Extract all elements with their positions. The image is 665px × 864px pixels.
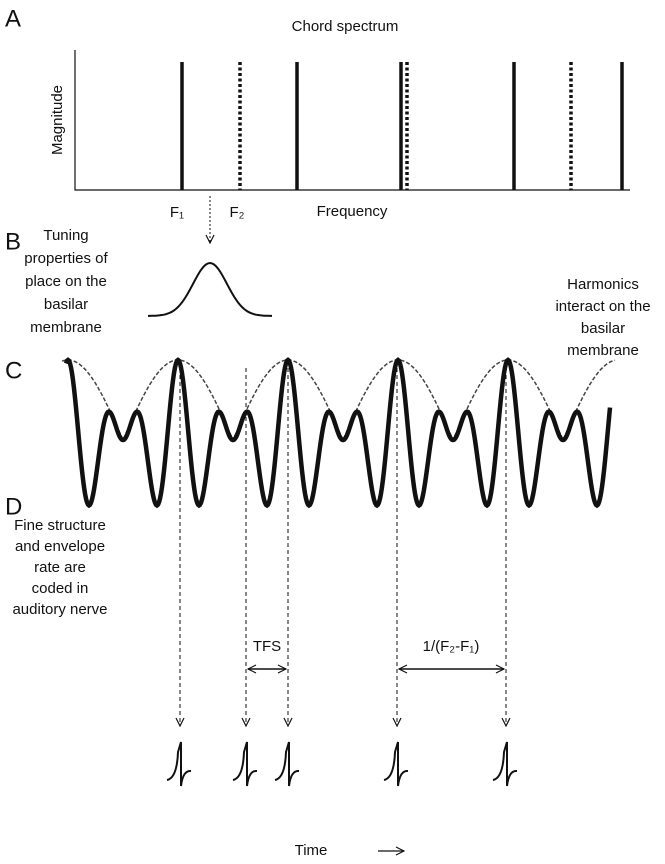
spectrum-lines (180, 62, 624, 190)
time-label: Time (295, 842, 328, 859)
spike (166, 741, 192, 787)
envelope (61, 359, 616, 442)
text-line: Harmonics (567, 276, 639, 293)
coding-text: Fine structure and envelope rate are coded … (12, 517, 107, 618)
text-line: basilar (44, 296, 88, 313)
text-line: and envelope (15, 538, 105, 555)
text-line: place on the (25, 273, 107, 290)
x-label: Frequency (317, 203, 388, 220)
waveform (63, 357, 613, 509)
text-line: coded in (32, 580, 89, 597)
panel-label: D (5, 493, 22, 520)
f1-label: F₁ (170, 204, 184, 221)
f2-label: F₂ (230, 204, 245, 221)
harmonics-text: Harmonics interact on the basilar membrane (555, 276, 650, 359)
spike (274, 741, 300, 787)
y-label: Magnitude (49, 85, 66, 155)
axes (74, 50, 630, 191)
spike-arrows (166, 368, 518, 787)
tfs-label: TFS (253, 638, 281, 655)
text-line: membrane (567, 342, 639, 359)
tuning-curve (148, 261, 272, 317)
spike (492, 741, 518, 787)
panel-label: C (5, 357, 22, 384)
spectrum-dotted-lines (238, 62, 573, 190)
text-line: interact on the (555, 298, 650, 315)
text-line: basilar (581, 320, 625, 337)
envelope-label: 1/(F₂-F₁) (423, 638, 480, 655)
spike (232, 741, 258, 787)
text-line: Fine structure (14, 517, 106, 534)
panel-label: A (5, 5, 21, 32)
panel-label: B (5, 228, 21, 255)
text-line: auditory nerve (12, 601, 107, 618)
spike (383, 741, 409, 787)
text-line: properties of (24, 250, 108, 267)
text-line: membrane (30, 319, 102, 336)
tuning-text: Tuning properties of place on the basilar me… (24, 227, 108, 336)
text-line: rate are (34, 559, 86, 576)
text-line: Tuning (43, 227, 88, 244)
spectrum-title: Chord spectrum (292, 18, 399, 35)
